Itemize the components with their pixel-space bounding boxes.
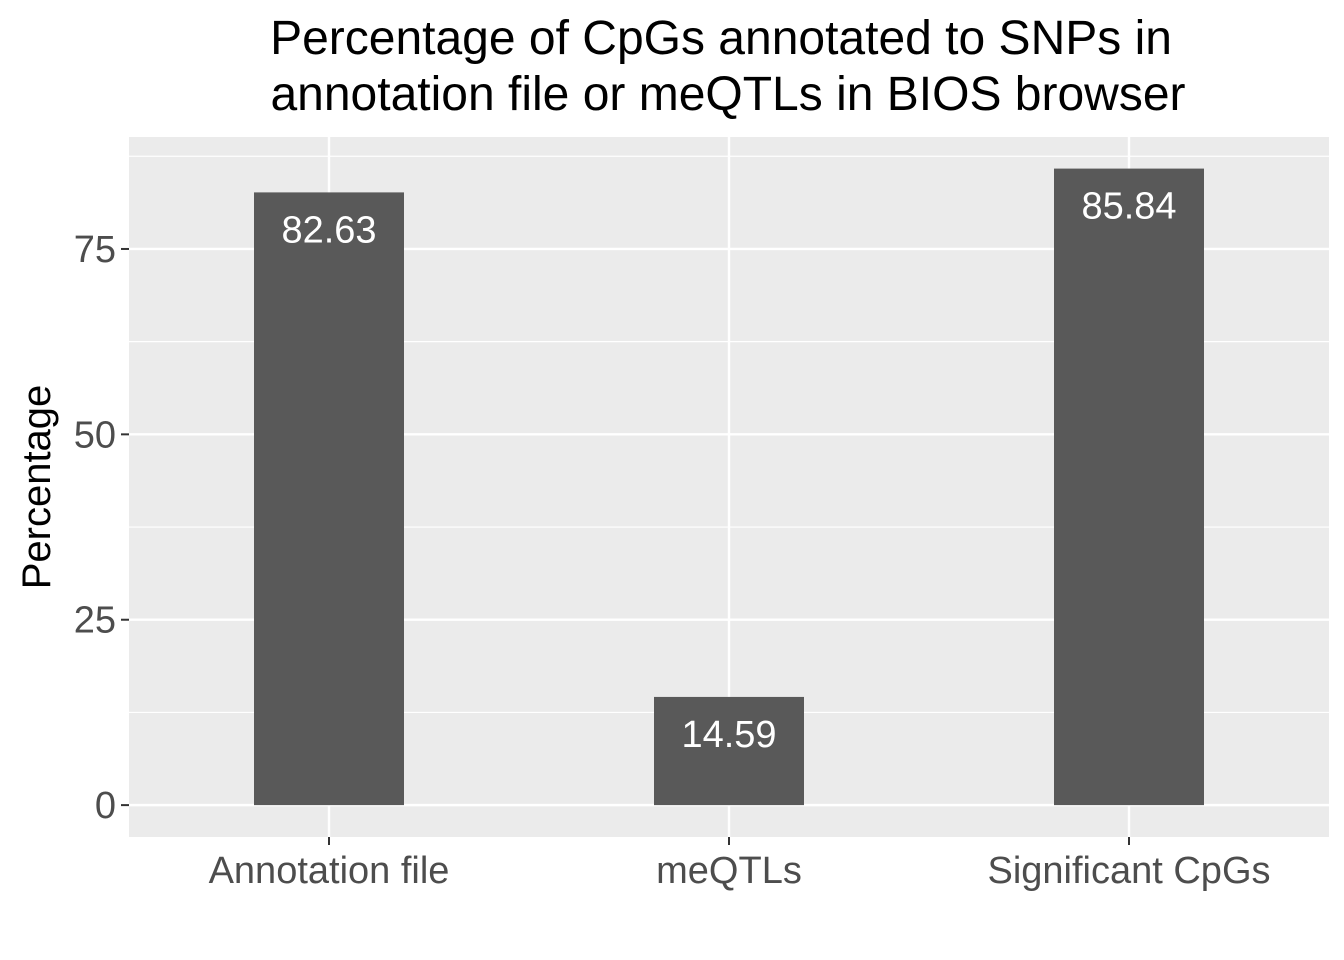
bars [254, 168, 1204, 806]
chart-title-line-2: annotation file or meQTLs in BIOS browse… [270, 68, 1185, 121]
y-tick-label: 0 [95, 785, 116, 827]
data-label-0: 82.63 [281, 209, 376, 251]
y-tick-label: 25 [74, 600, 116, 642]
y-tick-label: 50 [74, 414, 116, 456]
x-tick-label: meQTLs [656, 850, 802, 892]
y-axis: 0 25 50 75 [74, 229, 129, 827]
bar-0 [254, 192, 404, 806]
bar-1 [654, 696, 804, 806]
y-tick-label: 75 [74, 229, 116, 271]
data-label-1: 14.59 [681, 714, 776, 756]
bar-2 [1054, 168, 1204, 806]
x-tick-label: Annotation file [209, 850, 450, 892]
data-label-2: 85.84 [1081, 186, 1176, 228]
x-axis: Annotation file meQTLs Significant CpGs [209, 837, 1271, 892]
x-tick-label: Significant CpGs [987, 850, 1270, 892]
data-labels: 82.63 14.59 85.84 [281, 186, 1176, 756]
chart-title-line-1: Percentage of CpGs annotated to SNPs in [270, 12, 1172, 65]
y-axis-title: Percentage [15, 385, 59, 590]
